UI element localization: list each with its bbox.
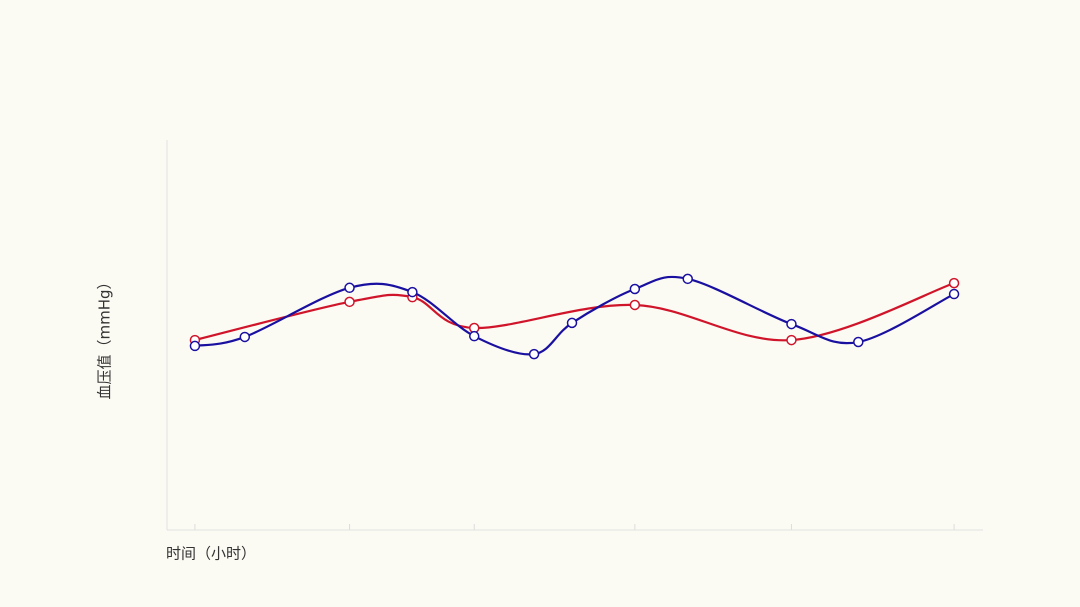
point [239, 331, 251, 343]
point [682, 273, 693, 285]
point [407, 286, 418, 298]
point [786, 318, 797, 330]
point [344, 296, 355, 308]
point [528, 348, 540, 360]
y-axis-label: 血压值（mmHg） [96, 274, 114, 399]
point [948, 288, 960, 300]
line [194, 275, 955, 356]
point [853, 336, 864, 348]
point [629, 283, 641, 295]
point [629, 299, 641, 311]
x-axis-label: 时间（小时） [166, 545, 256, 563]
point [189, 340, 201, 352]
point [468, 330, 480, 342]
point [948, 277, 960, 289]
point [566, 317, 578, 329]
point [786, 334, 797, 346]
point [344, 282, 355, 294]
